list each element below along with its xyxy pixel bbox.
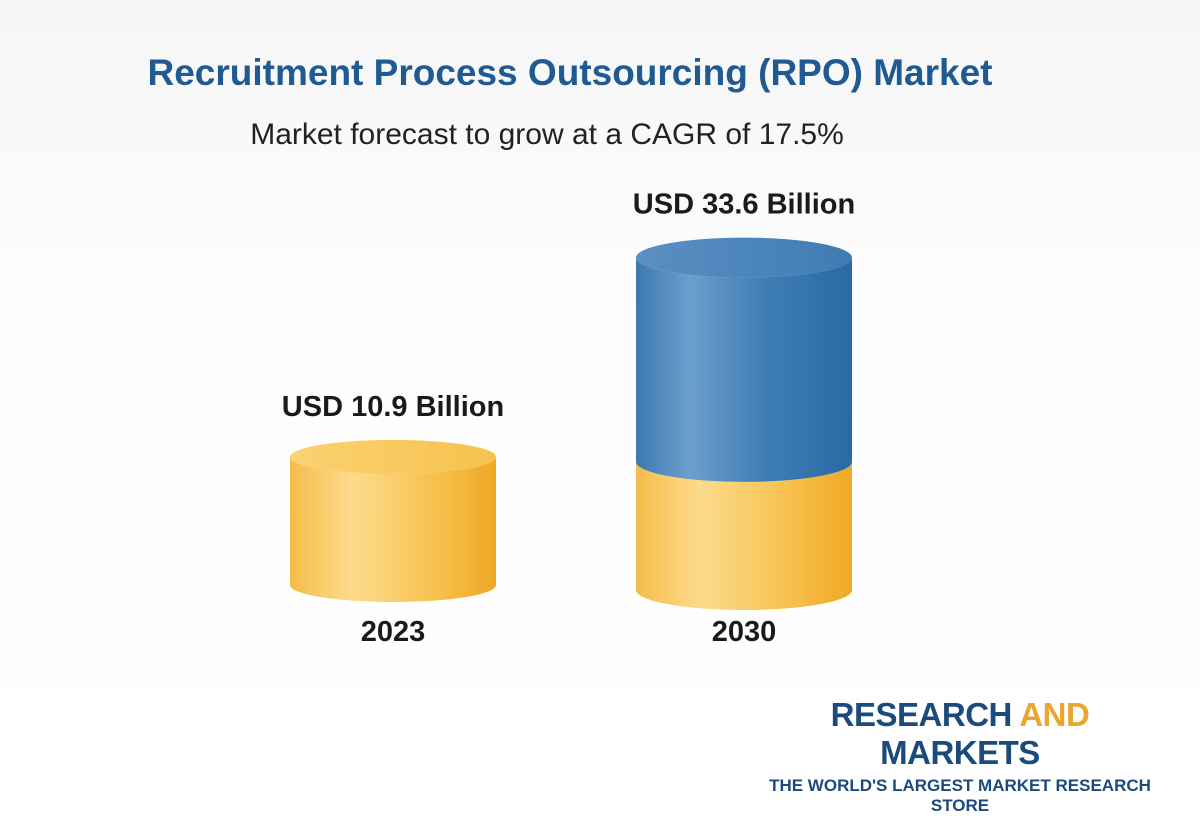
- bar-2030-growth: [636, 257, 852, 482]
- bar-2030-base: [636, 461, 852, 610]
- bar-2023: [290, 456, 496, 602]
- bar-2030-growth-top: [636, 237, 852, 278]
- research-and-markets-logo: RESEARCH AND MARKETS THE WORLD'S LARGEST…: [769, 696, 1151, 815]
- bar-2023-top: [290, 439, 496, 474]
- chart-title: Recruitment Process Outsourcing (RPO) Ma…: [147, 52, 993, 93]
- data-label: USD 10.9 Billion: [282, 391, 504, 423]
- category-label: 2030: [712, 616, 777, 648]
- category-label: 2023: [361, 616, 426, 648]
- data-label: USD 33.6 Billion: [633, 189, 855, 221]
- chart-subtitle: Market forecast to grow at a CAGR of 17.…: [250, 118, 844, 151]
